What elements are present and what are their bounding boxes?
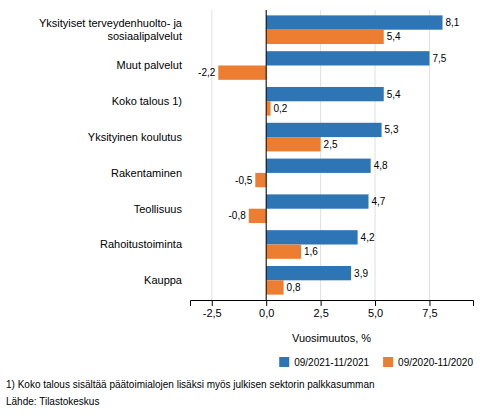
y-tick-label: Teollisuus	[134, 203, 183, 215]
legend-swatch	[279, 357, 289, 367]
y-tick: Rakentaminen	[111, 167, 190, 179]
data-label: 7,5	[432, 53, 446, 64]
y-tick: Rahoitustoiminta	[100, 238, 190, 250]
y-tick-label: Yksityinen koulutus	[88, 131, 183, 143]
y-tick-label-line: Rakentaminen	[111, 167, 182, 179]
legend: 09/2021-11/2021 09/2020-11/2020	[279, 357, 473, 368]
data-labels: 3,9 4,2 4,7 4,8 5,3 5,4 7,5 8,1 0,8 1,6 -0,8 -0,5 2,…	[198, 17, 460, 293]
x-tick: 5,0	[368, 300, 383, 319]
legend-label: 09/2020-11/2020	[398, 357, 473, 368]
data-label: -0,5	[235, 175, 253, 186]
bar	[255, 173, 266, 187]
data-label: -0,8	[229, 210, 247, 221]
data-label: 4,8	[374, 160, 388, 171]
x-tick-mark	[321, 300, 322, 306]
x-axis-line	[191, 301, 474, 307]
grid-line	[211, 10, 212, 300]
data-label: 2,5	[324, 139, 338, 150]
x-tick-mark	[375, 300, 376, 306]
data-label: 4,2	[361, 232, 375, 243]
y-tick: Muut palvelut	[117, 59, 190, 71]
x-axis-label: Vuosimuutos, %	[292, 332, 371, 344]
footnote: 1) Koko talous sisältää päätoimialojen l…	[6, 379, 375, 390]
data-label: 4,7	[372, 196, 386, 207]
y-tick-label-line: Rahoitustoiminta	[100, 238, 183, 250]
y-tick-label: Yksityiset terveydenhuolto- jasosiaalipa…	[39, 17, 183, 42]
bar	[266, 51, 429, 65]
bar	[266, 137, 320, 151]
bar	[266, 266, 351, 280]
bar	[266, 194, 368, 208]
y-tick-label-line: Teollisuus	[134, 203, 183, 215]
x-tick-mark	[429, 300, 430, 306]
x-tick-label: 2,5	[313, 307, 328, 319]
legend-item: 09/2020-11/2020	[383, 357, 473, 368]
chart: 3,9 4,2 4,7 4,8 5,3 5,4 7,5 8,1 0,8 1,6 -0,8 -0,5 2,…	[0, 0, 493, 416]
zero-line	[266, 10, 267, 300]
y-tick-label: Muut palvelut	[117, 59, 182, 71]
x-tick-label: 5,0	[368, 307, 383, 319]
x-tick-label: 7,5	[422, 307, 437, 319]
x-tick-mark	[266, 300, 267, 306]
bar	[266, 101, 270, 115]
bar	[266, 245, 301, 259]
y-tick-label: Koko talous 1)	[112, 95, 182, 107]
bar	[266, 230, 357, 244]
y-tick-label: Kauppa	[144, 274, 183, 286]
bar	[249, 209, 266, 223]
y-tick: Yksityinen koulutus	[88, 131, 190, 143]
y-tick-label-line: Yksityiset terveydenhuolto- ja	[39, 17, 183, 29]
bar	[218, 65, 266, 79]
y-tick-label: Rahoitustoiminta	[100, 238, 183, 250]
data-label: 0,8	[287, 282, 301, 293]
bar	[266, 280, 283, 294]
y-tick-label: Rakentaminen	[111, 167, 182, 179]
bar	[266, 87, 384, 101]
y-tick-label-line: Yksityinen koulutus	[88, 131, 183, 143]
bar	[266, 30, 384, 44]
x-tick: -2,5	[203, 300, 222, 319]
legend-swatch	[383, 357, 393, 367]
y-tick-label-line: sosiaalipalvelut	[107, 30, 182, 42]
y-tick: Kauppa	[144, 274, 190, 286]
legend-item: 09/2021-11/2021	[279, 357, 369, 368]
grid-line	[266, 10, 267, 300]
data-label: -2,2	[198, 67, 216, 78]
data-label: 5,3	[385, 124, 399, 135]
bar	[266, 123, 381, 137]
y-tick: Koko talous 1)	[112, 95, 190, 107]
x-tick: 2,5	[313, 300, 328, 319]
y-axis: Kauppa Rahoitustoiminta Teollisuus Rakentam…	[39, 17, 190, 286]
data-label: 5,4	[387, 89, 401, 100]
data-label: 5,4	[387, 31, 401, 42]
footnote: Lähde: Tilastokeskus	[6, 396, 99, 407]
x-tick-label: -2,5	[203, 307, 222, 319]
data-label: 1,6	[304, 246, 318, 257]
y-tick: Yksityiset terveydenhuolto- jasosiaalipa…	[39, 17, 190, 42]
x-axis: -2,5 0,0 2,5 5,0 7,5	[191, 300, 474, 319]
y-tick-label-line: Muut palvelut	[117, 59, 182, 71]
x-tick: 0,0	[259, 300, 274, 319]
data-label: 8,1	[446, 17, 460, 28]
x-tick: 7,5	[422, 300, 437, 319]
grid	[212, 10, 430, 300]
data-label: 0,2	[274, 103, 288, 114]
bar	[266, 15, 442, 29]
x-tick-label: 0,0	[259, 307, 274, 319]
y-tick: Teollisuus	[134, 203, 190, 215]
data-label: 3,9	[354, 268, 368, 279]
x-tick-mark	[212, 300, 213, 306]
y-tick-label-line: Koko talous 1)	[112, 95, 182, 107]
y-tick-label-line: Kauppa	[144, 274, 183, 286]
bar	[266, 159, 370, 173]
legend-label: 09/2021-11/2021	[294, 357, 369, 368]
bars	[218, 15, 442, 294]
plot: 3,9 4,2 4,7 4,8 5,3 5,4 7,5 8,1 0,8 1,6 -0,8 -0,5 2,…	[39, 10, 474, 319]
